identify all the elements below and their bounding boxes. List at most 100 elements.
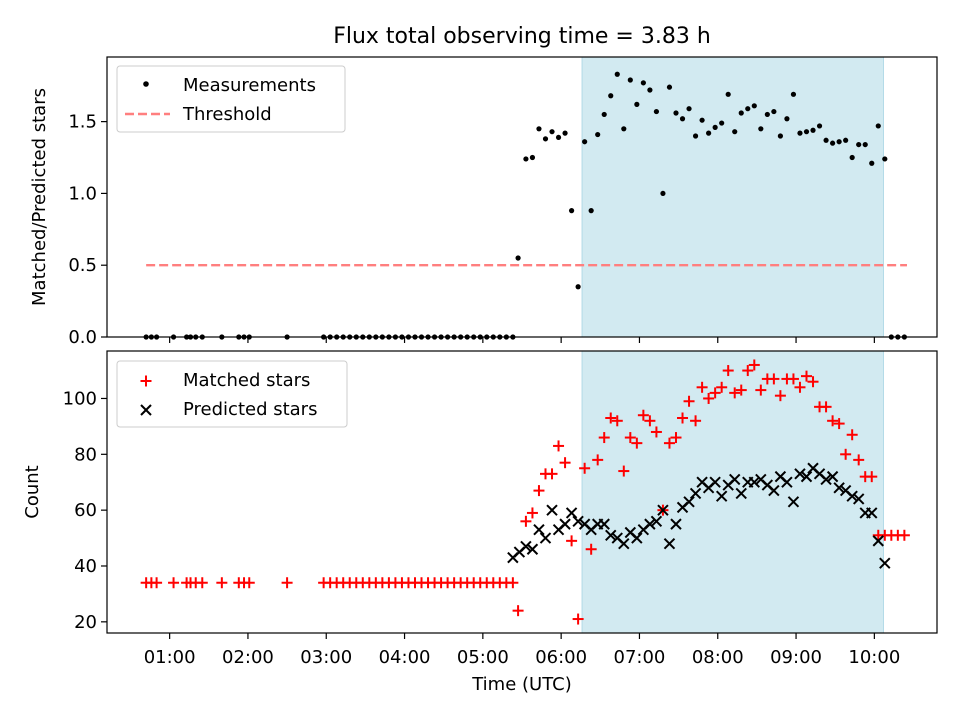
matched-star-point	[742, 365, 754, 377]
predicted-star-point	[800, 470, 813, 483]
x-tick-label: 08:00	[692, 647, 744, 668]
x-tick-label: 10:00	[848, 647, 900, 668]
predicted-star-point	[794, 468, 806, 480]
y-tick-label: 0.0	[68, 327, 97, 348]
measurement-point	[712, 124, 718, 130]
measurement-point	[869, 160, 875, 166]
measurement-point	[621, 126, 627, 132]
y-tick-label: 60	[74, 500, 97, 521]
matched-star-point	[846, 429, 858, 441]
measurement-point	[529, 154, 536, 161]
measurement-point	[875, 123, 881, 129]
measurement-point	[679, 116, 686, 122]
predicted-star-point	[846, 490, 858, 502]
top-y-axis-label: Matched/Predicted stars	[29, 88, 50, 306]
predicted-star-point	[546, 504, 558, 516]
matched-star-point	[592, 454, 604, 466]
measurement-point	[732, 129, 738, 135]
predicted-star-point	[683, 496, 695, 508]
predicted-star-point	[559, 518, 571, 530]
matched-star-point	[526, 507, 538, 519]
measurement-point	[751, 103, 757, 109]
measurement-point	[653, 108, 660, 115]
matched-stars-points	[140, 359, 910, 625]
predicted-star-point	[787, 496, 800, 508]
legend-threshold-label: Threshold	[182, 104, 272, 125]
bottom-legend-box	[116, 360, 348, 428]
predicted-star-point	[670, 518, 682, 530]
matched-star-point	[696, 381, 708, 393]
x-tick-label: 05:00	[457, 647, 509, 668]
matched-star-point	[512, 605, 524, 617]
measurement-point	[614, 71, 620, 77]
matched-star-point	[546, 468, 558, 480]
predicted-star-point	[781, 476, 793, 488]
matched-star-point	[572, 613, 584, 625]
legend-measurement-marker	[143, 81, 149, 87]
bottom-x-ticks: 01:00 02:00 03:00 04:00 05:00 06:00 07:00 08:00…	[144, 633, 900, 668]
measurement-point	[666, 84, 673, 90]
measurement-point	[856, 141, 862, 148]
x-axis-label: Time (UTC)	[471, 674, 572, 695]
measurement-point	[673, 110, 679, 116]
matched-star-point	[735, 384, 747, 396]
measurement-point	[627, 77, 633, 83]
matched-star-point	[631, 437, 643, 449]
predicted-star-point	[866, 507, 878, 519]
measurement-point	[745, 106, 751, 112]
measurement-point	[634, 101, 640, 107]
measurement-point	[549, 129, 555, 135]
measurement-point	[797, 130, 803, 136]
matched-star-point	[807, 376, 819, 388]
measurement-point	[595, 131, 601, 138]
y-tick-label: 1.5	[68, 112, 97, 133]
matched-star-point	[866, 471, 878, 483]
matched-star-point	[520, 515, 532, 527]
chart-title: Flux total observing time = 3.83 h	[333, 24, 711, 49]
measurement-point	[601, 111, 607, 118]
measurement-point	[699, 117, 705, 123]
measurement-point	[660, 190, 666, 197]
x-tick-label: 04:00	[379, 647, 431, 668]
matched-star-point	[800, 370, 812, 382]
predicted-star-point	[872, 535, 884, 547]
predicted-star-point	[768, 484, 780, 497]
y-tick-label: 40	[74, 556, 97, 577]
measurement-point	[882, 156, 888, 162]
matched-star-point	[585, 543, 597, 555]
bottom-y-ticks: 20 40 60 80 100	[63, 388, 107, 633]
legend-measurements-label: Measurements	[183, 75, 316, 96]
matched-star-point	[553, 440, 565, 452]
predicted-star-point	[565, 507, 578, 519]
measurement-point	[686, 106, 692, 112]
bottom-legend: Matched stars Predicted stars	[116, 360, 348, 428]
predicted-star-point	[689, 487, 702, 500]
measurement-point	[582, 139, 588, 145]
matched-star-point	[644, 415, 656, 427]
matched-star-point	[196, 577, 208, 589]
measurement-point	[790, 91, 797, 97]
matched-star-point	[722, 365, 734, 377]
predicted-star-point	[618, 537, 630, 550]
measurement-point	[849, 154, 855, 161]
top-legend-box	[116, 65, 346, 133]
matched-star-point	[853, 454, 865, 466]
bottom-y-axis-label: Count	[22, 465, 43, 518]
predicted-star-point	[663, 537, 676, 550]
legend-predicted-marker	[140, 404, 152, 416]
predicted-star-point	[526, 543, 539, 555]
matched-star-point	[579, 462, 591, 474]
y-tick-label: 1.0	[68, 183, 97, 204]
observing-window-span-top	[581, 56, 884, 338]
measurement-point	[575, 284, 581, 290]
matched-star-point	[833, 418, 845, 430]
top-axes-frame	[106, 56, 938, 338]
matched-star-point	[507, 577, 519, 589]
measurement-point	[542, 136, 549, 142]
measurement-point	[647, 87, 653, 93]
measurement-point	[836, 139, 842, 145]
matched-star-point	[840, 448, 852, 460]
predicted-star-point	[852, 493, 865, 505]
measurement-point	[816, 123, 823, 129]
matched-star-point	[663, 437, 675, 449]
